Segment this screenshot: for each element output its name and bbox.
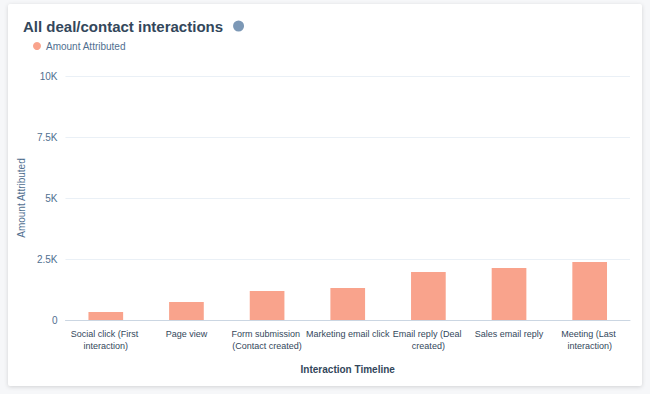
svg-text:Amount Attributed: Amount Attributed (16, 158, 27, 238)
svg-text:Email reply (Deal: Email reply (Deal (393, 329, 464, 339)
svg-text:0: 0 (52, 315, 58, 326)
svg-text:interaction): interaction) (84, 341, 129, 351)
svg-text:(Contact created): (Contact created) (232, 341, 302, 351)
svg-text:2.5K: 2.5K (37, 254, 58, 265)
svg-text:All deal/contact interactions: All deal/contact interactions (23, 18, 223, 35)
svg-text:10K: 10K (40, 71, 58, 82)
svg-text:5K: 5K (45, 193, 58, 204)
svg-text:Meeting (Last: Meeting (Last (561, 329, 618, 339)
svg-text:interaction): interaction) (567, 341, 612, 351)
svg-text:Social click (First: Social click (First (71, 329, 141, 339)
svg-text:Form submission: Form submission (232, 329, 303, 339)
svg-text:Sales email reply: Sales email reply (475, 329, 544, 339)
svg-text:7.5K: 7.5K (37, 132, 58, 143)
svg-text:Amount Attributed: Amount Attributed (46, 41, 126, 52)
svg-text:Marketing email click: Marketing email click (306, 329, 390, 339)
svg-text:Interaction Timeline: Interaction Timeline (301, 364, 396, 375)
svg-text:created): created) (412, 341, 445, 351)
svg-text:Page view: Page view (166, 329, 208, 339)
